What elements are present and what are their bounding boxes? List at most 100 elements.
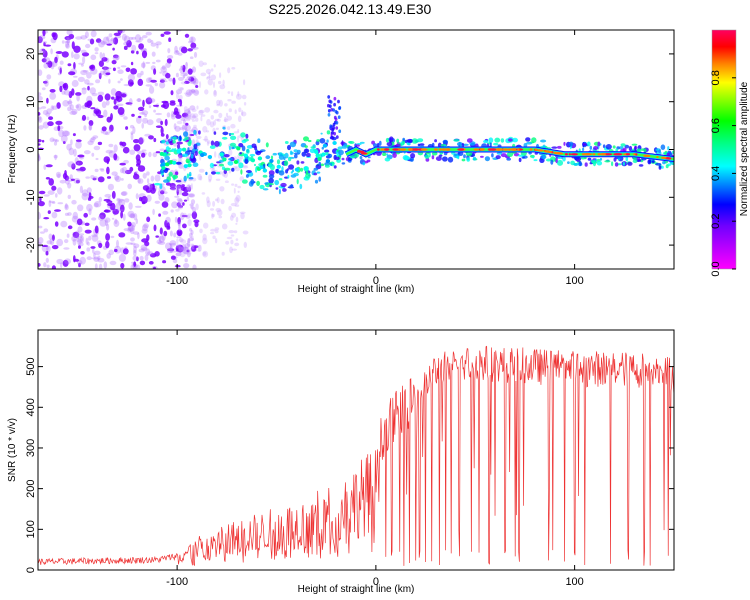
noise-cell — [67, 161, 75, 168]
trace-energy-cell — [318, 161, 322, 166]
trace-energy-cell — [533, 159, 538, 162]
trace-energy-cell — [165, 141, 169, 145]
noise-cell — [171, 201, 179, 209]
noise-cell — [57, 72, 62, 76]
trace-energy-cell — [161, 139, 166, 144]
noise-cell — [184, 243, 191, 249]
noise-cell — [46, 97, 49, 104]
noise-cell — [235, 216, 239, 223]
noise-cell — [119, 167, 125, 174]
noise-cell — [175, 251, 182, 257]
noise-cell — [40, 231, 45, 234]
noise-cell — [97, 257, 105, 263]
trace-energy-cell — [230, 135, 237, 140]
trace-energy-cell — [245, 133, 249, 139]
trace-energy-cell — [241, 145, 246, 152]
snr-panel: -100 0 100 0 100 200 300 400 500 Height of stra… — [7, 329, 675, 595]
noise-cell — [174, 171, 179, 176]
noise-cell — [111, 171, 118, 176]
trace-peak-cell — [490, 148, 495, 151]
trace-energy-cell — [239, 152, 242, 155]
noise-cell — [117, 209, 125, 212]
noise-cell — [187, 238, 191, 244]
noise-cell — [117, 66, 121, 69]
noise-cell — [88, 124, 93, 131]
trace-energy-cell — [328, 99, 332, 104]
noise-cell — [75, 104, 79, 109]
noise-cell — [193, 219, 200, 223]
noise-cell — [48, 178, 54, 186]
y-tick-label: 20 — [25, 48, 37, 60]
trace-energy-cell — [270, 155, 274, 160]
trace-energy-cell — [584, 162, 588, 167]
noise-cell — [106, 166, 110, 175]
trace-energy-cell — [671, 150, 674, 154]
noise-cell — [173, 123, 177, 130]
noise-cell — [86, 82, 94, 86]
noise-cell — [54, 56, 58, 64]
noise-cell — [42, 30, 46, 37]
noise-cell — [146, 216, 151, 223]
noise-cell — [208, 174, 213, 181]
noise-cell — [100, 168, 105, 172]
noise-cell — [155, 59, 161, 63]
trace-energy-cell — [313, 167, 319, 171]
noise-cell — [178, 224, 181, 232]
snr-y-ticks: 0 100 200 300 400 500 — [25, 357, 674, 573]
trace-energy-cell — [265, 142, 269, 148]
noise-cell — [185, 62, 188, 67]
trace-peak-cell — [599, 153, 606, 156]
noise-cell — [180, 118, 186, 122]
trace-peak-cell — [407, 148, 413, 151]
trace-energy-cell — [517, 154, 525, 157]
trace-energy-cell — [268, 177, 274, 184]
noise-cell — [81, 87, 87, 90]
trace-energy-cell — [534, 152, 538, 155]
noise-cell — [91, 152, 95, 157]
noise-cell — [177, 157, 182, 164]
noise-cell — [188, 237, 194, 242]
noise-cell — [241, 109, 244, 116]
noise-cell — [57, 125, 61, 132]
noise-cell — [132, 266, 137, 269]
noise-cell — [104, 219, 109, 227]
trace-energy-cell — [461, 143, 465, 147]
noise-cell — [118, 199, 126, 207]
noise-cell — [237, 185, 242, 189]
noise-cell — [69, 104, 74, 111]
noise-cell — [178, 94, 183, 101]
noise-cell — [141, 122, 144, 129]
noise-cell — [241, 111, 247, 117]
trace-energy-cell — [419, 143, 425, 147]
noise-cell — [162, 260, 167, 264]
noise-cell — [191, 211, 198, 220]
noise-cell — [163, 31, 171, 35]
noise-cell — [49, 89, 56, 93]
noise-cell — [108, 128, 112, 134]
trace-energy-cell — [287, 174, 290, 179]
noise-cell — [68, 147, 75, 156]
noise-cell — [68, 99, 72, 107]
colorbar: 0.0 0.2 0.4 0.6 0.8 Normalized spectral ampl… — [710, 29, 750, 277]
noise-cell — [213, 90, 218, 97]
trace-peak-cell — [172, 160, 177, 165]
noise-cell — [173, 232, 177, 238]
y-tick-label: 0 — [25, 567, 37, 573]
noise-cell — [208, 72, 211, 76]
noise-cell — [127, 210, 135, 218]
noise-cell — [86, 116, 90, 121]
noise-cell — [130, 237, 135, 242]
trace-energy-cell — [320, 163, 325, 167]
trace-energy-cell — [402, 155, 409, 161]
trace-energy-cell — [164, 155, 170, 161]
noise-cell — [198, 109, 204, 116]
noise-cell — [155, 235, 159, 238]
noise-cell — [180, 65, 185, 69]
trace-energy-cell — [316, 139, 321, 142]
noise-cell — [186, 249, 190, 253]
trace-energy-cell — [348, 141, 355, 144]
noise-cell — [198, 109, 205, 114]
trace-energy-cell — [386, 142, 393, 147]
noise-cell — [51, 211, 58, 219]
noise-cell — [137, 177, 141, 184]
